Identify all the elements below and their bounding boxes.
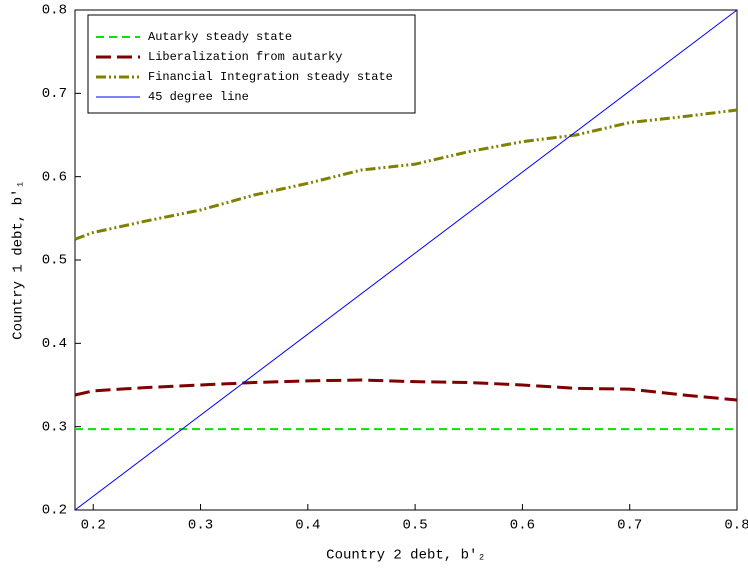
- y-tick-label: 0.5: [42, 253, 67, 269]
- x-tick-label: 0.2: [81, 518, 106, 534]
- series-line: [74, 9, 738, 511]
- y-tick-label: 0.7: [42, 86, 67, 102]
- x-tick-label: 0.3: [188, 518, 213, 534]
- legend-box: [87, 14, 416, 114]
- x-tick-label: 0.8: [724, 518, 748, 534]
- y-tick-label: 0.4: [42, 336, 67, 352]
- legend-label: Financial Integration steady state: [148, 70, 393, 84]
- legend-label: Autarky steady state: [148, 30, 292, 44]
- x-tick-label: 0.5: [403, 518, 428, 534]
- legend-label: Liberalization from autarky: [148, 50, 342, 64]
- y-tick-label: 0.8: [42, 3, 67, 19]
- y-tick-label: 0.2: [42, 503, 67, 519]
- series-line: [74, 108, 738, 241]
- legend-label: 45 degree line: [148, 90, 249, 104]
- x-tick-label: 0.6: [510, 518, 535, 534]
- y-tick-label: 0.6: [42, 169, 67, 185]
- y-tick-label: 0.3: [42, 419, 67, 435]
- y-axis-label: Country 1 debt, b′₁: [11, 180, 27, 340]
- x-tick-label: 0.4: [295, 518, 320, 534]
- series-line: [74, 378, 738, 402]
- x-axis-label: Country 2 debt, b′₂: [326, 548, 486, 564]
- x-tick-label: 0.7: [617, 518, 642, 534]
